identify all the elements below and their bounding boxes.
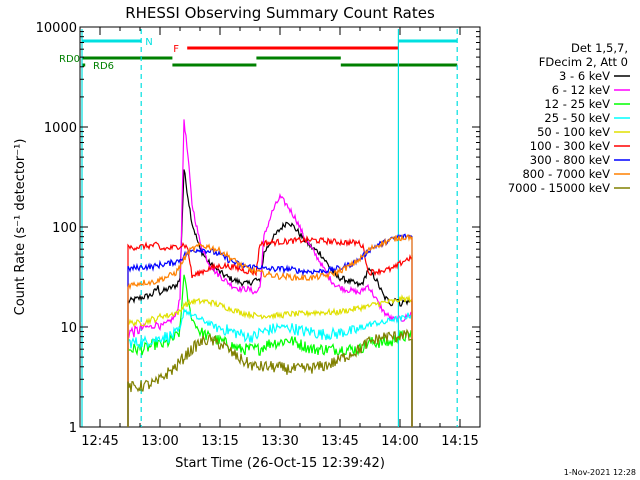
y-axis-ticks: 1 10 100 1000 10000 <box>36 21 480 436</box>
series-25-50-kev <box>127 307 413 427</box>
flag-label-rd6: RD6 <box>93 61 114 72</box>
legend-label: 25 - 50 keV <box>544 111 610 125</box>
chart-title: RHESSI Observing Summary Count Rates <box>125 4 435 22</box>
legend-label: 300 - 800 keV <box>530 153 610 167</box>
series-3-6-kev <box>127 169 413 427</box>
x-tick-label: 13:00 <box>141 434 178 449</box>
x-tick-label: 14:15 <box>441 434 478 449</box>
legend-label: 800 - 7000 keV <box>522 167 610 181</box>
footer-date: 1-Nov-2021 12:28 <box>564 468 636 477</box>
x-tick-label: 13:30 <box>261 434 298 449</box>
series-6-12-kev <box>127 119 413 427</box>
x-tick-label: 14:00 <box>381 434 418 449</box>
flag-label-n: N <box>145 37 152 48</box>
series-7000-15000-kev <box>127 328 413 427</box>
legend-header: FDecim 2, Att 0 <box>539 55 628 69</box>
legend-label: 3 - 6 keV <box>559 69 610 83</box>
x-tick-label: 13:45 <box>321 434 358 449</box>
x-axis-ticks: 12:45 13:00 13:15 13:30 13:45 14:00 14:15 <box>79 27 481 449</box>
series-800-7000-kev <box>127 233 413 427</box>
y-tick-label: 10 <box>60 321 77 336</box>
series-50-100-kev <box>127 294 413 427</box>
data-series <box>127 119 413 427</box>
x-axis-label: Start Time (26-Oct-15 12:39:42) <box>175 456 385 471</box>
legend-label: 50 - 100 keV <box>537 125 610 139</box>
flag-label-rd0: RD0 <box>59 54 80 65</box>
y-tick-label: 1 <box>69 421 77 436</box>
vertical-markers <box>81 29 458 427</box>
y-tick-label: 100 <box>52 221 77 236</box>
y-tick-label: 1000 <box>44 121 77 136</box>
x-tick-label: 13:15 <box>201 434 238 449</box>
legend-label: 7000 - 15000 keV <box>508 181 610 195</box>
series-100-300-kev <box>127 235 413 427</box>
legend-header: Det 1,5,7, <box>571 41 628 55</box>
flag-bars: N F RD0 RD6 <box>59 37 458 72</box>
series-12-25-kev <box>127 274 413 427</box>
series-300-800-kev <box>127 233 413 427</box>
legend-label: 6 - 12 keV <box>552 83 610 97</box>
flag-label-f: F <box>173 44 179 55</box>
x-tick-label: 12:45 <box>81 434 118 449</box>
legend-label: 12 - 25 keV <box>544 97 610 111</box>
plot-frame <box>79 26 481 428</box>
y-axis-label: Count Rate (s⁻¹ detector⁻¹) <box>13 139 28 316</box>
y-tick-label: 10000 <box>36 21 77 36</box>
legend-label: 100 - 300 keV <box>530 139 610 153</box>
